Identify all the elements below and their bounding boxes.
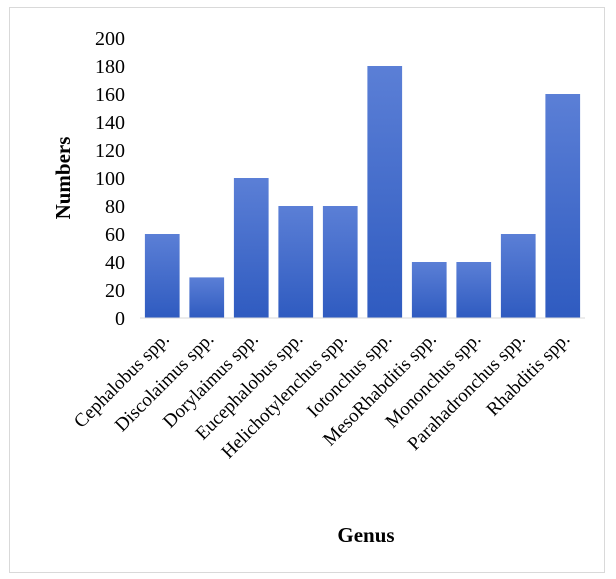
y-tick-label: 160 — [95, 84, 125, 106]
y-tick-label: 20 — [105, 280, 125, 302]
y-tick-label: 40 — [105, 252, 125, 274]
bar — [278, 206, 314, 318]
y-tick-label: 180 — [95, 56, 125, 78]
y-axis-ticks: 0 20 40 60 80 100 120 140 160 180 200 — [95, 28, 125, 330]
bar — [144, 234, 180, 318]
bar — [456, 262, 492, 318]
x-axis-title: Genus — [337, 523, 394, 547]
bar — [189, 277, 225, 318]
x-axis-labels: Cephalobus spp.Discolaimus spp.Dorylaimu… — [70, 329, 574, 463]
bar — [322, 206, 358, 318]
bar — [233, 178, 269, 318]
y-tick-label: 100 — [95, 168, 125, 190]
bar — [545, 94, 581, 318]
y-tick-label: 60 — [105, 224, 125, 246]
y-tick-label: 200 — [95, 28, 125, 50]
bars — [144, 66, 581, 318]
y-tick-label: 0 — [115, 308, 125, 330]
bar — [500, 234, 536, 318]
bar — [367, 66, 403, 318]
y-tick-label: 120 — [95, 140, 125, 162]
y-tick-label: 140 — [95, 112, 125, 134]
bar — [411, 262, 447, 318]
y-axis-title: Numbers — [51, 137, 75, 220]
y-tick-label: 80 — [105, 196, 125, 218]
